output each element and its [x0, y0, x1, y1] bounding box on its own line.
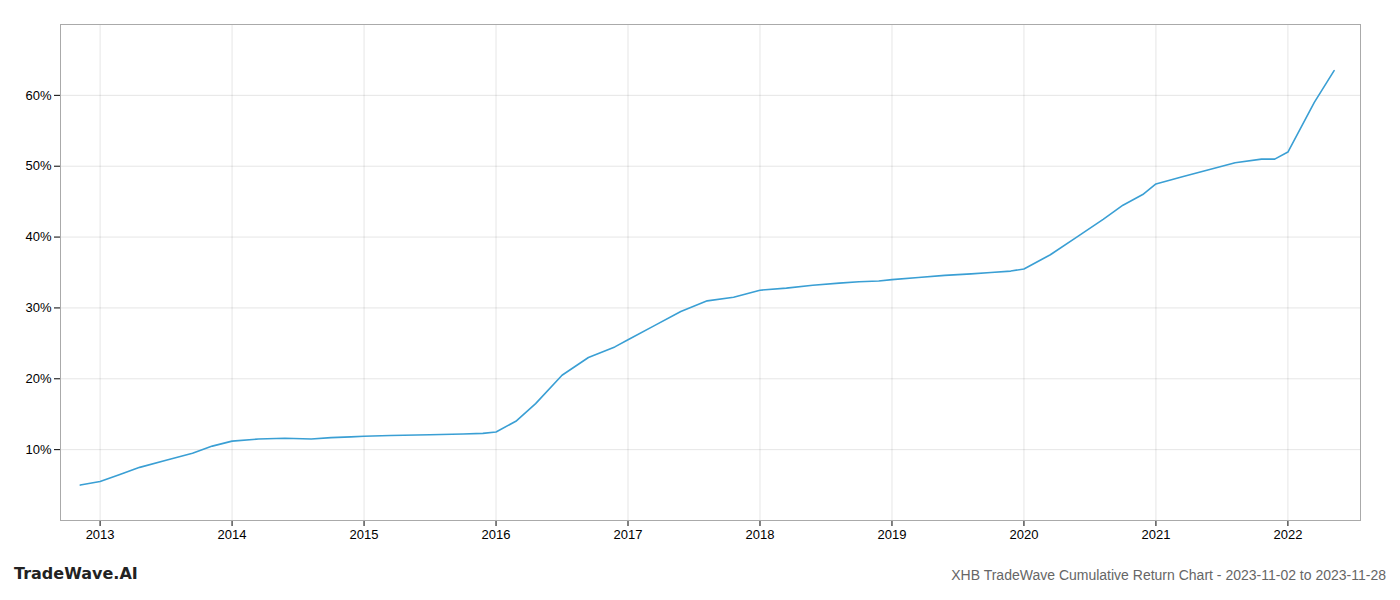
- svg-text:2020: 2020: [1009, 527, 1038, 542]
- svg-text:40%: 40%: [25, 229, 51, 244]
- svg-text:2021: 2021: [1141, 527, 1170, 542]
- svg-text:30%: 30%: [25, 300, 51, 315]
- svg-text:2014: 2014: [218, 527, 247, 542]
- svg-text:2016: 2016: [482, 527, 511, 542]
- svg-text:50%: 50%: [25, 158, 51, 173]
- svg-text:2015: 2015: [350, 527, 379, 542]
- svg-text:60%: 60%: [25, 88, 51, 103]
- svg-text:2017: 2017: [614, 527, 643, 542]
- svg-text:2019: 2019: [878, 527, 907, 542]
- html-text:XHB TradeWave Cumulative Retur: XHB TradeWave Cumulative Return Chart - …: [951, 567, 1386, 583]
- html-text:TradeWave.AI: TradeWave.AI: [14, 564, 138, 583]
- svg-text:2018: 2018: [746, 527, 775, 542]
- svg-text:20%: 20%: [25, 371, 51, 386]
- svg-text:2022: 2022: [1273, 527, 1302, 542]
- svg-text:10%: 10%: [25, 442, 51, 457]
- svg-text:2013: 2013: [86, 527, 115, 542]
